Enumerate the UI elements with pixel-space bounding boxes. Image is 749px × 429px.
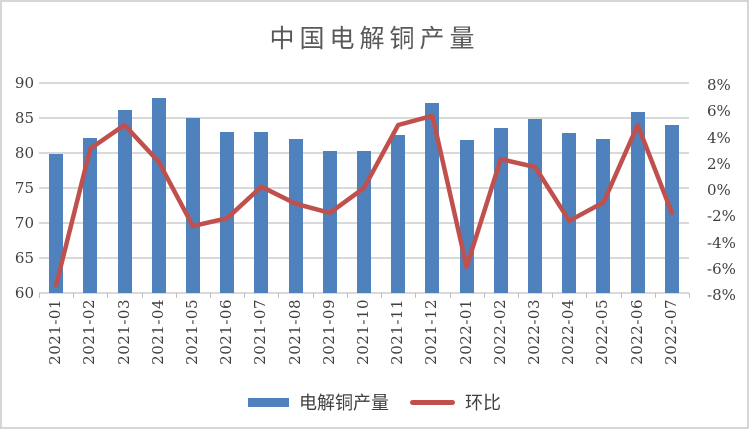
x-tick-mark bbox=[620, 293, 622, 298]
x-axis-label: 2021-05 bbox=[182, 299, 201, 365]
legend: 电解铜产量 环比 bbox=[2, 389, 747, 415]
x-axis-label: 2021-08 bbox=[285, 299, 304, 365]
x-tick-mark bbox=[654, 293, 656, 298]
bar-2021-08 bbox=[288, 139, 303, 293]
x-tick-mark bbox=[141, 293, 143, 298]
x-axis-label: 2022-01 bbox=[456, 299, 475, 365]
bar-2022-03 bbox=[528, 118, 543, 293]
x-tick-mark bbox=[210, 293, 212, 298]
x-axis-label: 2022-07 bbox=[661, 299, 680, 365]
x-tick-mark bbox=[312, 293, 314, 298]
x-tick-mark bbox=[483, 293, 485, 298]
x-tick-mark bbox=[39, 293, 40, 298]
bar-2021-02 bbox=[83, 138, 98, 293]
bar-2021-04 bbox=[151, 97, 166, 293]
y-right-tick-label: -6% bbox=[707, 259, 736, 278]
bar-2021-11 bbox=[391, 134, 406, 293]
bar-2021-10 bbox=[357, 150, 371, 293]
y-left-tick-label: 90 bbox=[14, 74, 34, 92]
bar-2021-09 bbox=[322, 150, 337, 293]
gridline bbox=[39, 117, 689, 119]
x-tick-mark bbox=[107, 293, 109, 298]
gridline bbox=[39, 82, 689, 84]
trend-line bbox=[53, 113, 675, 288]
x-tick-mark bbox=[689, 293, 690, 298]
y-left-tick-label: 60 bbox=[14, 284, 34, 302]
legend-line-swatch-icon bbox=[410, 399, 455, 405]
x-tick-mark bbox=[415, 293, 417, 298]
x-axis-label: 2022-03 bbox=[525, 299, 544, 365]
x-axis-label: 2021-01 bbox=[46, 299, 65, 365]
x-tick-mark bbox=[278, 293, 280, 298]
x-axis-label: 2021-07 bbox=[251, 299, 270, 365]
plot-area bbox=[39, 82, 689, 294]
x-axis-label: 2022-06 bbox=[627, 299, 646, 365]
y-right-tick-label: 2% bbox=[707, 154, 731, 173]
x-axis-label: 2021-10 bbox=[354, 299, 372, 365]
x-axis-label: 2022-02 bbox=[490, 299, 509, 365]
x-tick-mark bbox=[586, 293, 588, 298]
y-left-tick-label: 85 bbox=[14, 109, 34, 127]
y-right-tick-label: 6% bbox=[707, 102, 731, 121]
x-axis-label: 2021-12 bbox=[422, 299, 441, 365]
x-tick-mark bbox=[244, 293, 246, 298]
gridline bbox=[39, 292, 689, 294]
legend-bar-swatch-icon bbox=[248, 397, 289, 407]
chart-title: 中国电解铜产量 bbox=[269, 24, 480, 53]
x-tick-mark bbox=[552, 293, 554, 298]
y-right-tick-label: 4% bbox=[707, 128, 731, 147]
x-tick-mark bbox=[346, 293, 348, 298]
bar-2021-12 bbox=[425, 102, 440, 293]
y-right-tick-label: 0% bbox=[707, 181, 731, 199]
legend-bar-label: 电解铜产量 bbox=[299, 393, 389, 414]
bar-2021-06 bbox=[220, 132, 235, 293]
bar-2021-03 bbox=[117, 110, 132, 293]
y-right-tick-label: -2% bbox=[707, 207, 736, 226]
bar-2022-04 bbox=[562, 133, 577, 293]
y-left-tick-label: 70 bbox=[14, 214, 34, 232]
y-right-tick-label: -4% bbox=[707, 233, 736, 252]
x-tick-mark bbox=[449, 293, 451, 298]
trend-line-path bbox=[53, 113, 675, 288]
y-left-tick-label: 65 bbox=[14, 249, 34, 267]
x-axis-label: 2021-03 bbox=[114, 299, 133, 365]
bar-2021-05 bbox=[185, 118, 200, 293]
x-axis-label: 2022-04 bbox=[559, 299, 578, 365]
bar-2022-05 bbox=[596, 139, 611, 293]
y-left-tick-label: 75 bbox=[14, 179, 34, 197]
bar-2021-07 bbox=[254, 132, 269, 293]
x-tick-mark bbox=[381, 293, 383, 298]
legend-line-label: 环比 bbox=[465, 393, 501, 414]
y-right-tick-label: 8% bbox=[707, 76, 731, 94]
y-right-tick-label: -8% bbox=[707, 286, 736, 304]
x-axis-label: 2021-11 bbox=[388, 299, 407, 365]
bar-2022-06 bbox=[630, 112, 645, 293]
x-tick-mark bbox=[175, 293, 177, 298]
bar-2021-01 bbox=[49, 153, 64, 293]
x-axis-label: 2021-06 bbox=[217, 299, 236, 365]
x-axis-label: 2021-04 bbox=[148, 299, 167, 365]
x-axis-label: 2022-05 bbox=[593, 299, 612, 365]
y-left-tick-label: 80 bbox=[14, 144, 34, 162]
x-tick-mark bbox=[73, 293, 75, 298]
x-axis-label: 2021-02 bbox=[80, 299, 99, 365]
x-axis-label: 2021-09 bbox=[319, 299, 338, 365]
x-tick-mark bbox=[517, 293, 519, 298]
